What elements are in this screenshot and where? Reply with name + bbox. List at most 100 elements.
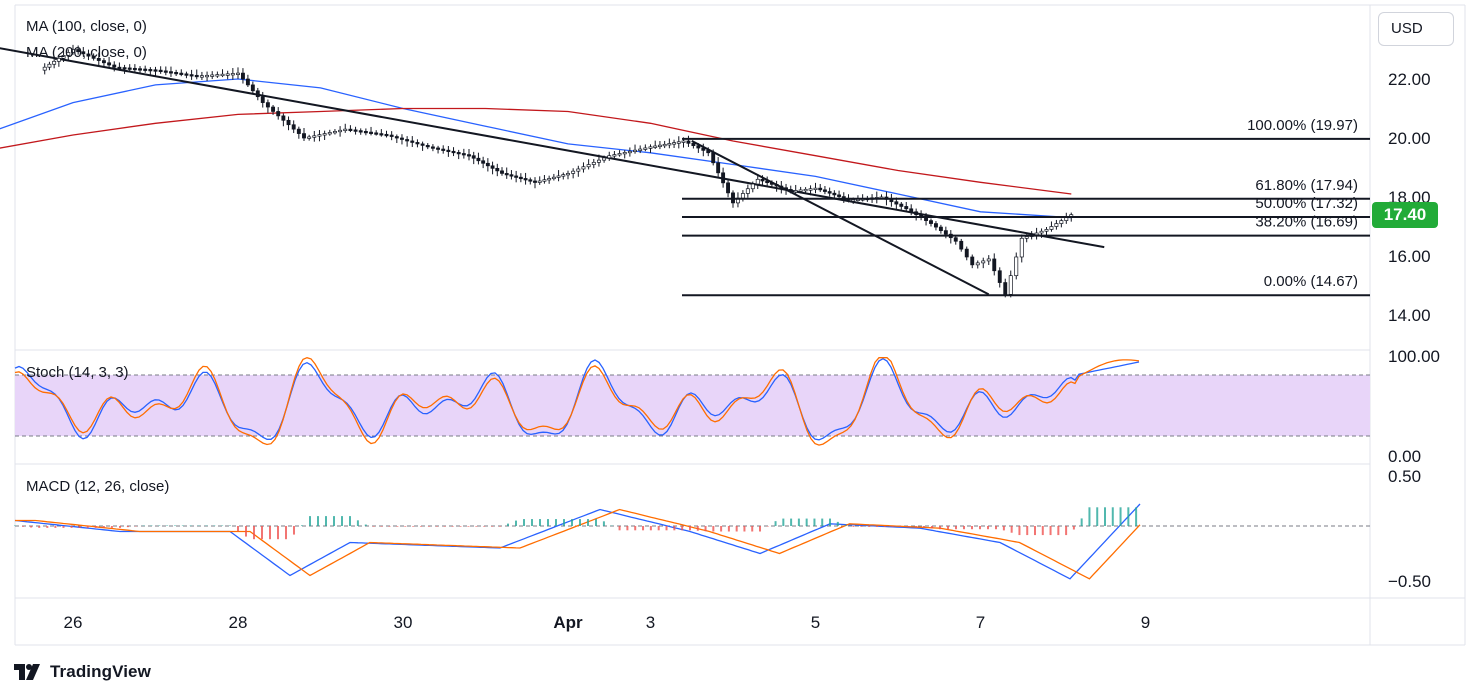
macd-histogram-bar <box>277 526 279 540</box>
candle-body <box>788 189 793 192</box>
macd-histogram-bar <box>642 526 645 531</box>
macd-histogram-bar <box>563 519 565 526</box>
fib-level-label: 50.00% (17.32) <box>1255 195 1358 212</box>
macd-histogram-bar <box>507 523 509 526</box>
ma200-line <box>0 107 1072 195</box>
candle-body <box>1044 229 1049 232</box>
candle-body <box>765 180 770 184</box>
candle-body <box>672 142 677 145</box>
candle-body <box>415 142 420 145</box>
macd-histogram-bar <box>931 526 933 529</box>
macd-histogram-bar <box>868 526 871 527</box>
candle-body <box>633 149 637 153</box>
candle-body <box>929 220 933 224</box>
macd-histogram-bar <box>325 516 327 526</box>
macd-histogram-bar <box>1041 526 1044 536</box>
candle-body <box>363 131 368 134</box>
candle-body <box>914 211 919 216</box>
candle-body <box>430 146 435 149</box>
time-tick-label: Apr <box>553 613 583 632</box>
candle-body <box>317 134 322 137</box>
macd-histogram-bar <box>836 521 839 526</box>
candle-body <box>81 51 86 55</box>
candle-body <box>42 66 47 71</box>
macd-histogram-bar <box>829 518 831 526</box>
macd-tick-label: −0.50 <box>1388 572 1431 591</box>
macd-histogram-bar <box>610 525 613 526</box>
candle-body <box>627 150 632 154</box>
macd-histogram-bar <box>1072 526 1075 530</box>
price-plot <box>0 44 1105 298</box>
macd-histogram-bar <box>1096 507 1099 526</box>
axes: 22.0020.0018.0016.0014.00100.000.000.50−… <box>64 70 1440 632</box>
candle-body <box>255 90 260 98</box>
candle-body <box>803 188 808 192</box>
macd-histogram-bar <box>309 516 311 526</box>
candle-body <box>740 193 745 199</box>
macd-histogram-bar <box>665 526 668 531</box>
candle-body <box>52 60 57 65</box>
macd-histogram-bar <box>499 526 501 527</box>
macd-histogram-bar <box>253 526 255 540</box>
stoch-band <box>15 375 1370 436</box>
candle-body <box>353 129 358 132</box>
candle-body <box>701 147 706 151</box>
candle-body <box>296 128 301 134</box>
candle-body <box>938 226 943 231</box>
time-tick-label: 30 <box>394 613 413 632</box>
candle-body <box>481 160 486 164</box>
candle-body <box>760 178 765 182</box>
candle-body <box>528 179 533 182</box>
candle-body <box>716 162 721 174</box>
macd-histogram-bar <box>119 526 121 528</box>
candle-body <box>894 201 899 205</box>
candle-body <box>112 64 117 68</box>
candle-body <box>348 128 353 131</box>
macd-histogram-bar <box>995 526 997 530</box>
candle-body <box>676 141 681 144</box>
candle-body <box>420 143 425 146</box>
macd-histogram-bar <box>579 519 581 526</box>
ma100-line <box>0 78 1072 219</box>
macd-histogram-bar <box>213 525 216 526</box>
candle-body <box>1034 232 1039 236</box>
macd-histogram-bar <box>634 526 637 531</box>
macd-histogram-bar <box>523 519 525 526</box>
candle-body <box>236 72 240 75</box>
macd-histogram-bar <box>333 516 335 526</box>
macd-histogram-bar <box>1111 507 1114 526</box>
candle-body <box>1024 236 1029 239</box>
candle-body <box>509 174 514 177</box>
brand-logo[interactable]: TradingView <box>14 660 151 684</box>
fib-level-label: 0.00% (14.67) <box>1264 273 1358 290</box>
candle-body <box>1064 217 1069 221</box>
candle-body <box>47 63 52 68</box>
currency-button[interactable]: USD <box>1378 12 1454 46</box>
candle-body <box>184 73 189 76</box>
candle-body <box>241 72 245 80</box>
macd-histogram-bar <box>70 526 73 528</box>
candle-body <box>750 183 755 190</box>
macd-histogram-bar <box>396 526 399 527</box>
macd-histogram-bar <box>587 519 589 526</box>
candle-body <box>667 143 672 146</box>
candle-body <box>179 72 184 75</box>
macd-histogram-bar <box>174 525 176 526</box>
macd-histogram-bar <box>555 519 557 526</box>
candle-body <box>374 132 379 135</box>
macd-histogram-bar <box>189 525 192 526</box>
time-tick-label: 28 <box>229 613 248 632</box>
candle-body <box>205 74 210 78</box>
macd-histogram-bar <box>1018 526 1021 536</box>
candle-body <box>451 150 456 154</box>
candle-body <box>500 170 504 174</box>
candle-body <box>986 258 991 262</box>
candle-body <box>537 180 542 183</box>
candle-body <box>286 119 291 126</box>
macd-histogram-bar <box>150 525 153 526</box>
candle-body <box>612 154 617 157</box>
candle-body <box>975 262 980 266</box>
candle-body <box>410 140 415 143</box>
candle-body <box>726 182 731 194</box>
macd-histogram-bar <box>221 525 224 526</box>
